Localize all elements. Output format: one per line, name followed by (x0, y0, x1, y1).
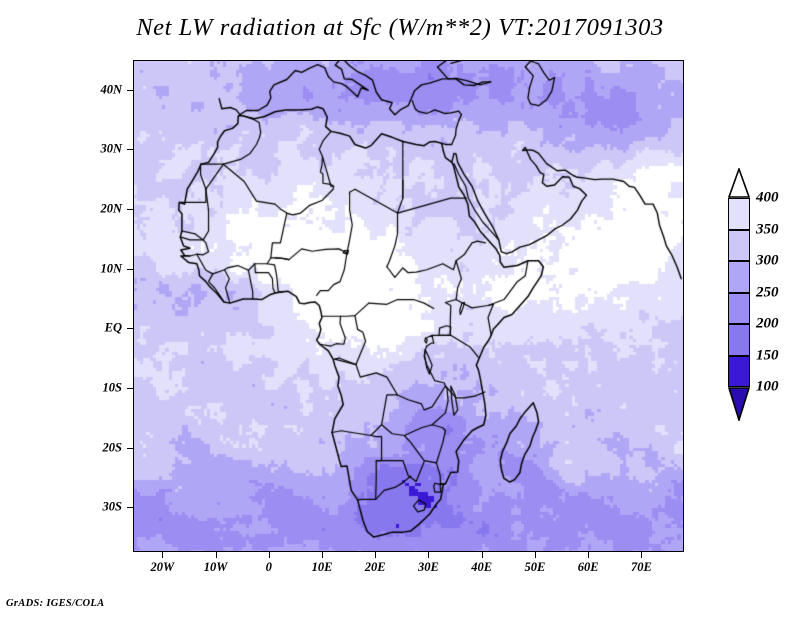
colorbar: 400 350 300 250 200 150 100 (700, 160, 800, 460)
latitude-label: 20N (100, 201, 122, 216)
colorbar-tick-label: 100 (756, 378, 779, 395)
grads-attribution: GrADS: IGES/COLA (6, 598, 105, 609)
longitude-label: 30E (418, 560, 439, 574)
colorbar-tick-label: 400 (756, 189, 779, 206)
colorbar-band (728, 292, 750, 324)
colorbar-bottom-arrow (727, 387, 751, 423)
colorbar-tick-label: 250 (756, 284, 779, 300)
latitude-label: 10S (102, 380, 122, 395)
longitude-tick (215, 552, 217, 558)
colorbar-band (728, 355, 750, 387)
colorbar-tick-label: 300 (756, 252, 779, 269)
latitude-label: 30S (102, 499, 122, 514)
colorbar-tick-label: 150 (756, 347, 779, 363)
latitude-label: 40N (100, 82, 122, 97)
latitude-tick (127, 268, 133, 270)
longitude-tick (534, 552, 536, 558)
colorbar-band (728, 229, 750, 261)
latitude-tick (127, 149, 133, 151)
latitude-label: 20S (102, 440, 122, 455)
longitude-label: 60E (577, 560, 599, 574)
colorbar-band (728, 324, 750, 356)
longitude-tick (321, 552, 323, 558)
latitude-label: 30N (100, 141, 122, 156)
colorbar-band (728, 198, 750, 230)
latitude-tick (127, 328, 133, 330)
colorbar-band (728, 261, 750, 293)
latitude-tick (127, 209, 133, 211)
latitude-label: 10N (100, 261, 122, 276)
latitude-tick (127, 447, 133, 449)
latitude-tick (127, 507, 133, 509)
longitude-label: 10E (311, 560, 333, 574)
page-title: Net LW radiation at Sfc (W/m**2) VT:2017… (136, 14, 664, 41)
map-plot-area (133, 60, 684, 552)
colorbar-tick-label: 200 (756, 315, 779, 332)
longitude-label: 20W (150, 560, 175, 574)
longitude-tick (428, 552, 430, 558)
longitude-label: 0 (265, 560, 272, 574)
latitude-label: EQ (104, 320, 122, 335)
colorbar-top-arrow (727, 166, 751, 198)
longitude-label: 50E (524, 560, 546, 574)
longitude-label: 20E (364, 560, 386, 574)
longitude-tick (268, 552, 270, 558)
longitude-label: 40E (471, 560, 493, 574)
longitude-tick (588, 552, 590, 558)
colorbar-tick-label: 350 (756, 221, 779, 237)
latitude-tick (127, 89, 133, 91)
latitude-tick (127, 388, 133, 389)
longitude-label: 10W (203, 560, 228, 574)
longitude-tick (641, 552, 643, 558)
longitude-label: 70E (630, 560, 652, 574)
longitude-tick (375, 552, 377, 558)
radiation-field-raster (134, 61, 683, 551)
longitude-tick (162, 552, 164, 558)
longitude-tick (481, 552, 483, 558)
